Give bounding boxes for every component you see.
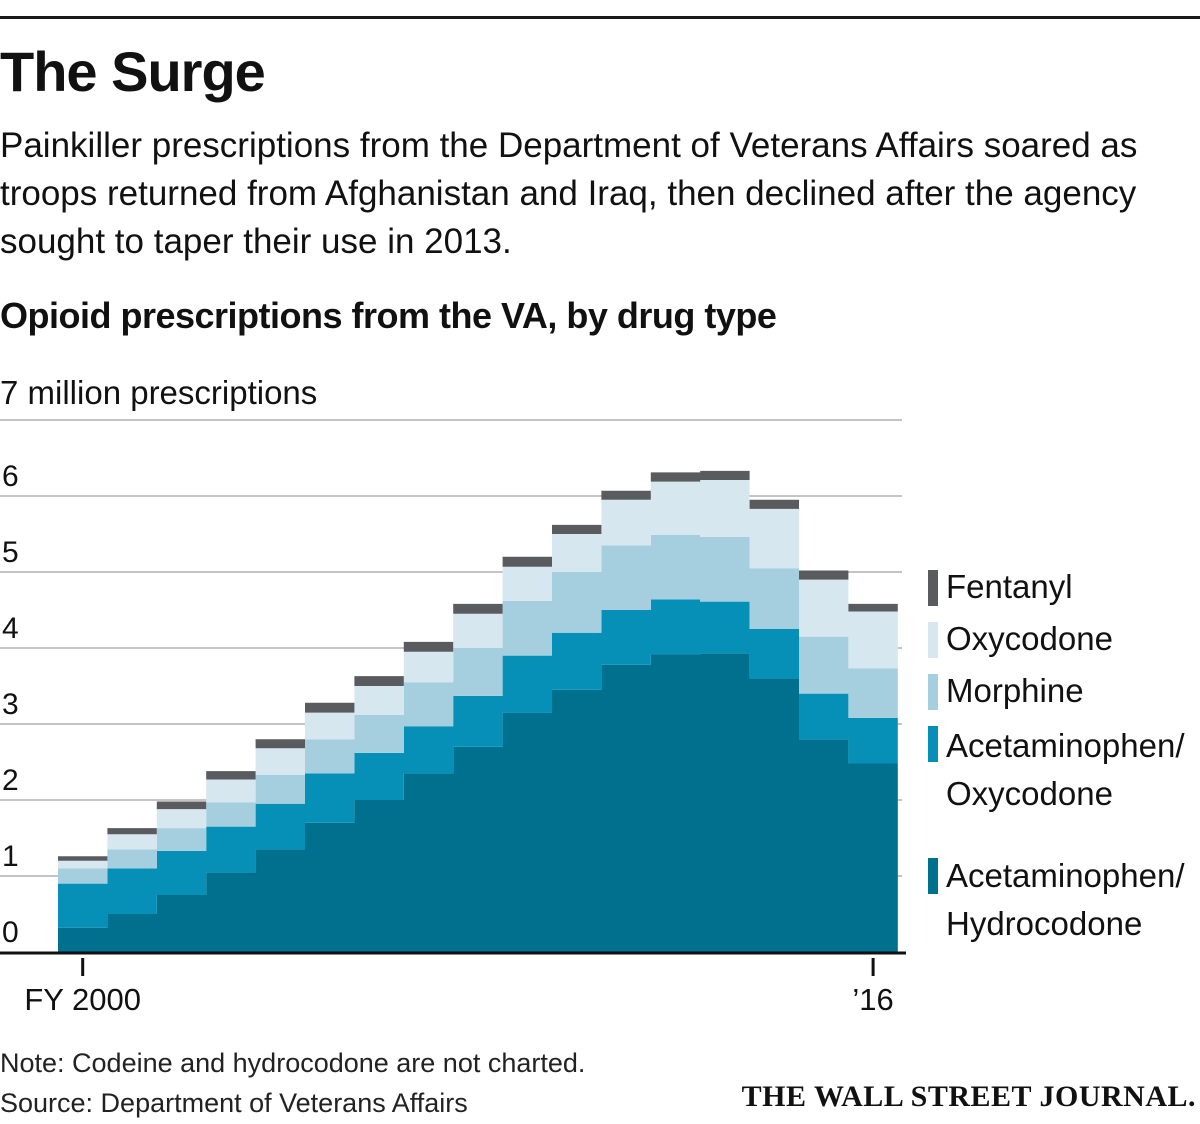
- series-morphine: [58, 534, 898, 884]
- legend-item: Oxycodone: [928, 620, 1113, 658]
- legend-label: Fentanyl: [946, 568, 1073, 605]
- dek-text: Painkiller prescriptions from the Depart…: [0, 126, 1138, 261]
- legend-label: Oxycodone: [946, 620, 1113, 657]
- legend-swatch: [928, 674, 938, 710]
- series-acetaminophen-oxycodone: [58, 599, 898, 928]
- legend-item: Acetaminophen/Oxycodone: [928, 726, 1185, 812]
- y-tick-label: 2: [2, 764, 19, 797]
- legend-label: Morphine: [946, 672, 1084, 709]
- top-rule: [0, 16, 1200, 19]
- x-tick-label: FY 2000: [24, 982, 141, 1017]
- chart-title: Opioid prescriptions from the VA, by dru…: [0, 295, 777, 336]
- publisher-logo: THE WALL STREET JOURNAL.: [741, 1080, 1196, 1113]
- legend-item: Acetaminophen/Hydrocodone: [928, 857, 1185, 942]
- x-tick-label: ’16: [852, 982, 893, 1017]
- legend: Fentanyl Oxycodone Morphine Acetaminophen/O…: [928, 568, 1185, 942]
- legend-swatch: [928, 726, 938, 762]
- headline: The Surge: [0, 40, 266, 103]
- x-ticks: FY 2000 ’16: [24, 958, 894, 1017]
- legend-label: Acetaminophen/Oxycodone: [946, 727, 1185, 812]
- legend-swatch: [928, 858, 938, 894]
- y-tick-labels: 0 1 2 3 4 5 6: [2, 460, 19, 949]
- source-text: Source: Department of Veterans Affairs: [0, 1088, 468, 1118]
- note-text: Note: Codeine and hydrocodone are not ch…: [0, 1048, 586, 1078]
- legend-swatch: [928, 622, 938, 658]
- y-tick-label: 5: [2, 536, 19, 569]
- footnote: Note: Codeine and hydrocodone are not ch…: [0, 1043, 585, 1123]
- series-oxycodone: [58, 480, 898, 869]
- y-axis-unit-label: 7 million prescriptions: [0, 374, 318, 411]
- legend-label: Acetaminophen/Hydrocodone: [946, 857, 1185, 942]
- y-tick-label: 6: [2, 460, 19, 493]
- y-tick-label: 4: [2, 612, 19, 645]
- legend-swatch: [928, 570, 938, 606]
- y-tick-label: 3: [2, 688, 19, 721]
- legend-item: Fentanyl: [928, 568, 1073, 606]
- legend-item: Morphine: [928, 672, 1084, 710]
- y-tick-label: 0: [2, 916, 19, 949]
- y-tick-label: 1: [2, 840, 19, 873]
- series-acetaminophen-hydrocodone: [58, 653, 898, 952]
- series-areas: [58, 470, 898, 952]
